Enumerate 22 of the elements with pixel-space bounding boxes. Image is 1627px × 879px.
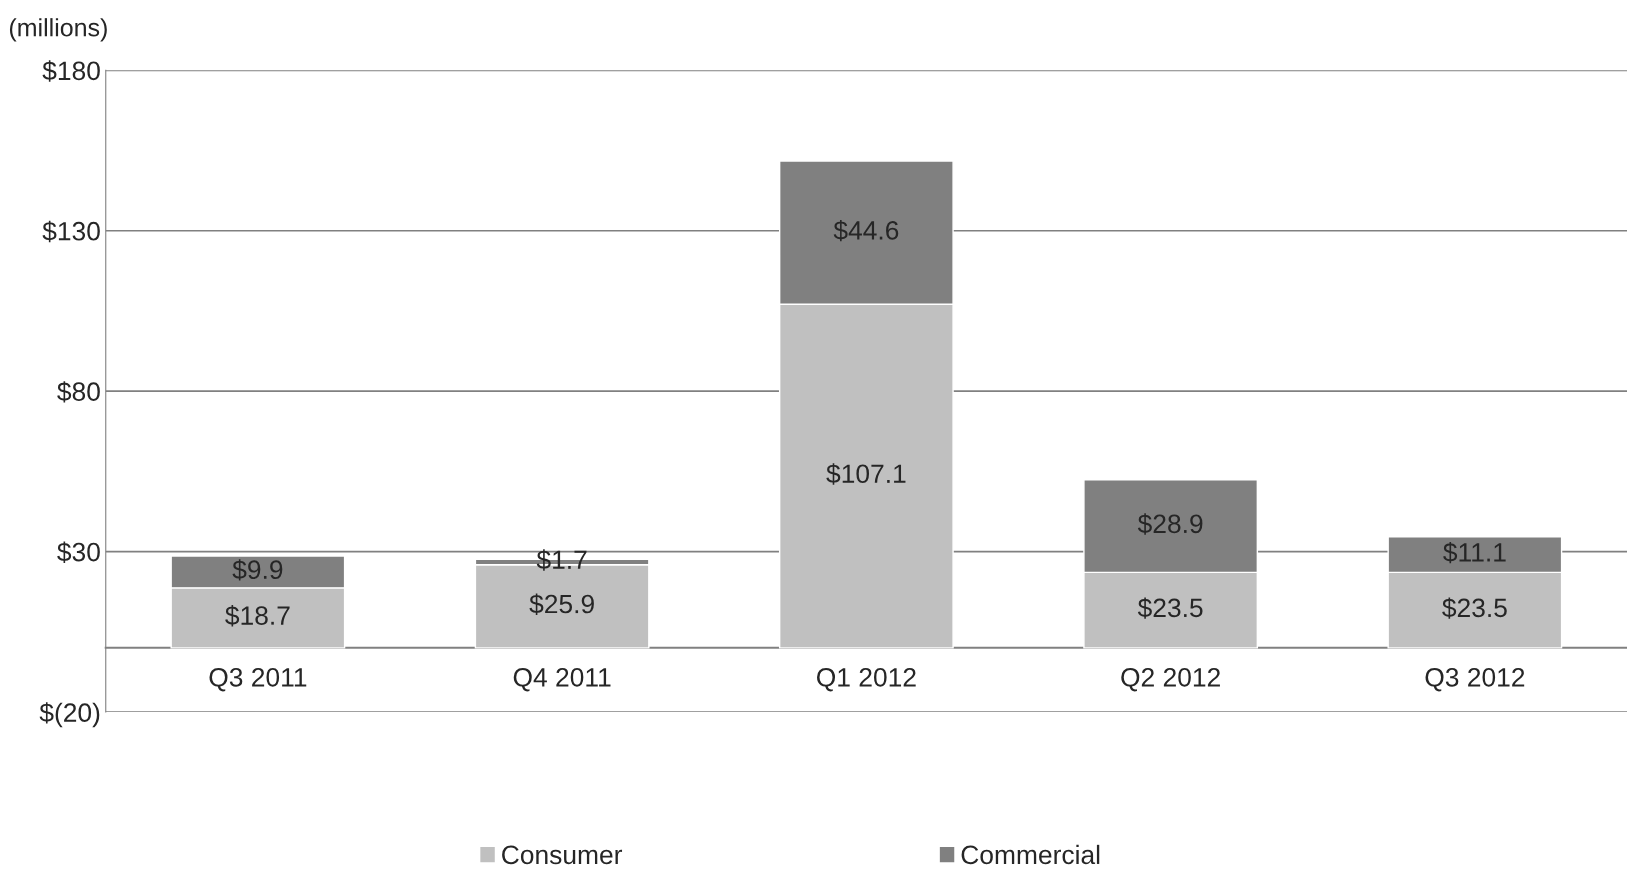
- y-axis-title: (millions): [9, 18, 107, 42]
- data-label: $11.1: [1443, 541, 1506, 564]
- x-tick-label: Q4 2011: [513, 667, 611, 692]
- data-label: $25.9: [529, 593, 594, 615]
- y-tick-label: $180: [42, 60, 100, 82]
- x-tick-label: Q3 2012: [1425, 667, 1525, 692]
- data-label: $9.9: [232, 559, 283, 581]
- data-label: $44.6: [833, 219, 899, 242]
- data-label: $107.1: [826, 463, 906, 485]
- y-tick-label: $(20): [39, 702, 100, 728]
- legend-label: Commercial: [961, 844, 1100, 865]
- y-tick-label: $30: [57, 541, 100, 563]
- x-tick-label: Q2 2012: [1121, 667, 1220, 692]
- x-tick-label: Q1 2012: [817, 667, 916, 692]
- data-label: $18.7: [225, 605, 290, 627]
- x-tick-label: Q3 2011: [209, 667, 307, 692]
- y-tick-label: $80: [57, 381, 100, 403]
- y-tick-label: $130: [42, 220, 100, 243]
- data-label: $28.9: [1137, 513, 1203, 535]
- data-label: $23.5: [1442, 597, 1507, 619]
- data-label: $23.5: [1137, 597, 1203, 619]
- legend-label: Consumer: [502, 845, 623, 865]
